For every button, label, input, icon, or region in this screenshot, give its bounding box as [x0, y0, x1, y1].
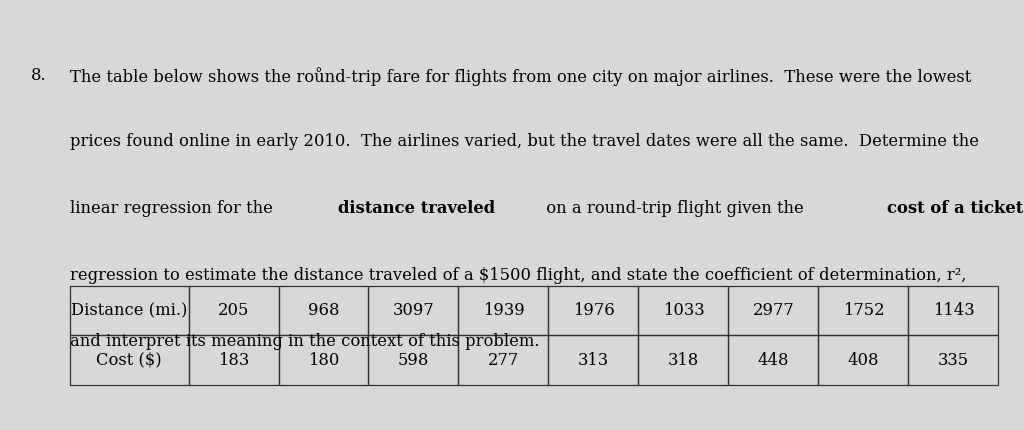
Text: 318: 318 — [668, 352, 699, 369]
Bar — [818, 335, 908, 385]
Text: 1143: 1143 — [933, 302, 974, 319]
Bar — [549, 286, 638, 335]
Bar — [279, 286, 369, 335]
Bar — [638, 335, 728, 385]
Text: 2977: 2977 — [753, 302, 795, 319]
Bar — [549, 335, 638, 385]
Bar — [369, 286, 459, 335]
Text: 968: 968 — [308, 302, 339, 319]
Text: 8.: 8. — [31, 67, 46, 84]
Bar — [188, 286, 279, 335]
Text: 1033: 1033 — [663, 302, 705, 319]
Bar — [459, 286, 549, 335]
Text: distance traveled: distance traveled — [338, 200, 496, 217]
Text: The table below shows the roůnd-trip fare for flights from one city on major air: The table below shows the roůnd-trip far… — [70, 67, 971, 86]
Text: 1752: 1752 — [843, 302, 885, 319]
Bar — [908, 286, 998, 335]
Text: 1976: 1976 — [572, 302, 614, 319]
Bar — [908, 335, 998, 385]
Text: 3097: 3097 — [392, 302, 434, 319]
Text: 180: 180 — [308, 352, 339, 369]
Text: 277: 277 — [487, 352, 519, 369]
Text: 408: 408 — [848, 352, 880, 369]
Text: 448: 448 — [758, 352, 790, 369]
Text: 313: 313 — [578, 352, 609, 369]
Bar — [728, 335, 818, 385]
Bar — [459, 335, 549, 385]
Bar — [70, 335, 188, 385]
Text: Cost ($): Cost ($) — [96, 352, 162, 369]
Text: cost of a ticket: cost of a ticket — [887, 200, 1023, 217]
Text: prices found online in early 2010.  The airlines varied, but the travel dates we: prices found online in early 2010. The a… — [70, 133, 979, 150]
Text: linear regression for the: linear regression for the — [70, 200, 278, 217]
Bar — [188, 335, 279, 385]
Text: 183: 183 — [218, 352, 249, 369]
Bar — [70, 286, 188, 335]
Text: 335: 335 — [938, 352, 969, 369]
Bar — [818, 286, 908, 335]
Bar — [728, 286, 818, 335]
Text: and interpret its meaning in the context of this problem.: and interpret its meaning in the context… — [70, 333, 539, 350]
Text: 598: 598 — [397, 352, 429, 369]
Bar — [369, 335, 459, 385]
Bar — [638, 286, 728, 335]
Text: regression to estimate the distance traveled of a $1500 flight, and state the co: regression to estimate the distance trav… — [70, 267, 966, 284]
Text: 205: 205 — [218, 302, 249, 319]
Text: on a round-trip flight given the: on a round-trip flight given the — [541, 200, 809, 217]
Bar — [279, 335, 369, 385]
Text: 1939: 1939 — [482, 302, 524, 319]
Text: Distance (mi.): Distance (mi.) — [71, 302, 187, 319]
